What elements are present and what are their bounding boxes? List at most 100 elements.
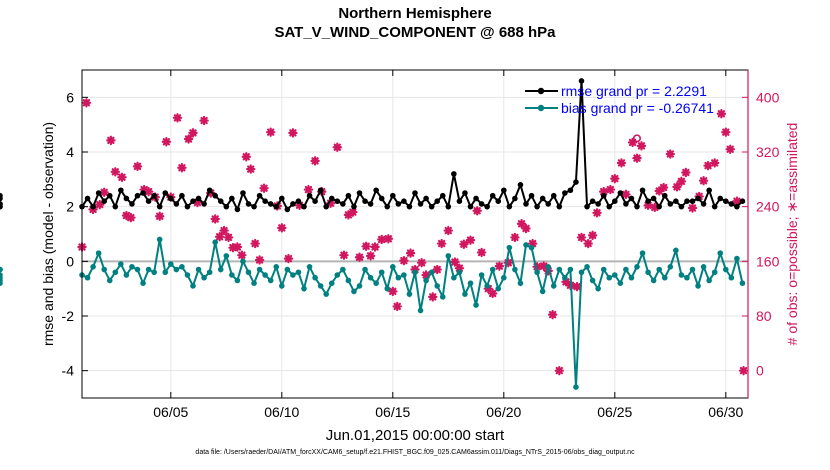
rmse-point [290,201,296,207]
bias-point [168,261,174,267]
obs-assimilated-marker [605,184,616,195]
rmse-point [711,203,718,210]
obs-assimilated-marker [117,172,127,182]
bias-point [84,274,91,281]
rmse-point [212,192,218,199]
bias-point [195,266,202,273]
bias-point [206,269,213,276]
rmse-point [506,203,513,210]
rmse-point [234,206,241,213]
bias-point [512,266,518,273]
right-tick-label: 0 [756,363,764,379]
rmse-point [367,201,374,207]
bias-point [384,285,391,292]
obs-assimilated-marker [399,255,409,266]
bias-point [717,250,724,256]
obs-assimilated-marker [621,189,631,200]
rmse-point [512,195,518,202]
rmse-point [728,201,735,207]
bias-point [251,280,257,287]
bias-point [173,266,180,273]
left-tick-label: 0 [66,253,74,269]
rmse-point [401,198,407,204]
bias-point [417,307,424,314]
rmse-point [240,190,246,196]
left-axis: -4 -2 0 2 4 6 [62,89,88,379]
left-tick-label: -2 [62,308,75,324]
obs-assimilated-marker [676,176,687,187]
obs-assimilated-marker [81,98,92,108]
bias-point [129,264,135,270]
right-axis: 0 80 160 240 320 400 [742,70,780,398]
rmse-point [423,195,429,202]
rmse-point [689,198,696,204]
rmse-point [639,187,646,194]
obs-assimilated-marker [161,137,172,147]
rmse-point [390,192,396,199]
bias-point [628,274,635,281]
bias-point [312,274,318,281]
obs-assimilated-marker [587,230,598,241]
rmse-point [584,203,590,210]
bias-point [245,269,252,276]
obs-assimilated-marker [725,144,735,154]
rmse-point [362,198,368,204]
bias-point [267,277,274,284]
rmse-point [717,195,724,202]
obs-assimilated-marker [459,239,469,249]
obs-assimilated-marker [576,232,587,243]
bias-point [428,269,435,276]
obs-assimilated-marker [126,212,136,223]
bias-point [156,236,163,243]
obs-assimilated-marker [709,158,720,168]
bias-point [456,269,463,276]
obs-assimilated-marker [241,152,251,162]
bias-point [606,274,613,281]
x-tick-label: 06/20 [486,404,521,420]
rmse-point [101,198,107,204]
obs-assimilated-marker [388,286,398,297]
bias-point [523,242,529,248]
rmse-point [395,201,402,207]
obs-assimilated-marker [254,255,265,265]
bias-point [689,266,696,273]
rmse-point [501,187,507,194]
bias-point [362,266,368,273]
rmse-point [462,190,468,196]
obs-assimilated-marker [428,292,438,302]
obs-assimilated-marker [143,186,154,197]
bias-point [101,266,107,273]
bias-point [451,274,457,281]
x-tick-label: 06/05 [153,404,188,420]
bias-point [600,266,607,273]
obs-assimilated-marker [188,128,198,138]
obs-assimilated-marker [332,142,342,152]
rmse-point [484,203,490,210]
rmse-point [284,206,291,213]
obs-assimilated-marker [210,214,220,224]
obs-assimilated-marker [643,200,653,210]
x-tick-label: 06/15 [375,404,410,420]
rmse-point [134,192,141,199]
obs-assimilated-marker [99,187,109,198]
bias-point [462,291,468,297]
rmse-point [0,203,3,210]
rmse-point [489,192,496,199]
rmse-point [595,201,601,207]
bias-point [118,261,124,267]
bias-point [545,264,551,270]
rmse-point [523,201,529,207]
rmse-point [373,187,379,194]
bias-point [406,291,413,297]
left-tick-label: -4 [62,363,75,379]
rmse-point [573,179,579,185]
obs-assimilated-marker [370,242,380,252]
left-tick-label: 2 [66,199,74,215]
legend-marker-rmse [537,87,545,95]
obs-assimilated-marker [681,167,691,178]
obs-assimilated-marker [110,167,121,177]
obs-assimilated-marker [237,250,247,260]
data-file-footer: data file: /Users/raeder/DAI/ATM_forcXX/… [195,449,635,456]
rmse-point [384,203,391,210]
rmse-point [550,192,557,199]
